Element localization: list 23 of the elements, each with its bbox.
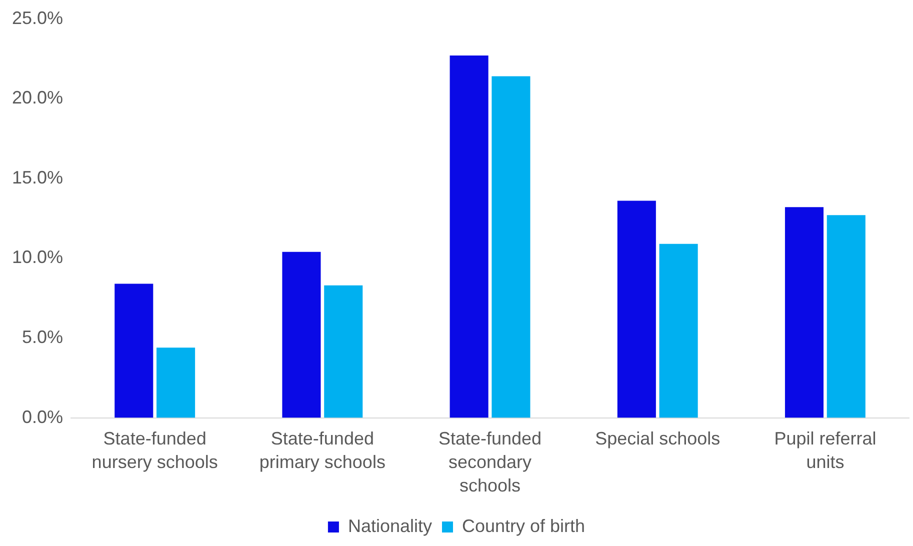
y-tick-label: 10.0%	[12, 247, 64, 268]
bar	[617, 200, 656, 418]
bar	[282, 252, 321, 418]
x-tick-label: State-funded secondary schools	[438, 428, 542, 496]
x-tick-label: Special schools	[595, 428, 720, 448]
bar	[492, 76, 530, 418]
bar	[450, 56, 488, 418]
bar	[659, 244, 698, 418]
bar	[114, 284, 154, 418]
y-tick-label: 25.0%	[12, 8, 64, 28]
x-tick-label: Pupil referral units	[774, 428, 876, 472]
bar	[156, 348, 196, 418]
y-tick-label: 5.0%	[22, 326, 64, 347]
legend-label: Nationality	[348, 516, 432, 536]
x-tick-label: State-funded primary schools	[259, 428, 386, 472]
bar	[826, 215, 866, 418]
legend-label: Country of birth	[462, 516, 586, 536]
x-tick-label: State-funded nursery schools	[92, 428, 218, 472]
bar	[784, 207, 824, 418]
y-tick-label: 15.0%	[12, 167, 64, 188]
y-tick-label: 20.0%	[12, 88, 64, 108]
y-tick-label: 0.0%	[22, 406, 64, 427]
bar	[324, 285, 363, 418]
